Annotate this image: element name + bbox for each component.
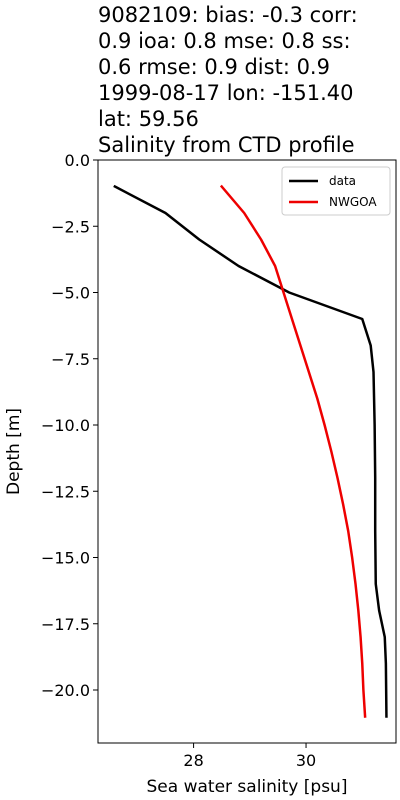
y-tick-label: −2.5 [51,217,90,236]
title-line: 0.9 ioa: 0.8 mse: 0.8 ss: [98,29,351,53]
y-tick-label: −20.0 [41,681,90,700]
y-axis-label: Depth [m] [4,408,24,495]
y-tick-label: −7.5 [51,350,90,369]
chart-title: 9082109: bias: -0.3 corr:0.9 ioa: 0.8 ms… [98,3,358,157]
legend-label-data: data [329,174,356,188]
x-axis: 28 30 [183,743,316,770]
y-tick-label: −5.0 [51,284,90,303]
x-tick-label: 28 [183,751,203,770]
x-tick-label: 30 [296,751,316,770]
legend-label-nwgoa: NWGOA [329,195,377,209]
title-line: 1999-08-17 lon: -151.40 [98,81,354,105]
series-line-data [113,184,388,718]
y-tick-label: −15.0 [41,549,90,568]
title-line: lat: 59.56 [98,107,199,131]
title-line: 9082109: bias: -0.3 corr: [98,3,358,27]
y-tick-label: −17.5 [41,615,90,634]
title-line: 0.6 rmse: 0.9 dist: 0.9 [98,55,330,79]
series-line-nwgoa [219,184,367,718]
plot-area [97,159,397,744]
title-line: Salinity from CTD profile [98,133,355,157]
y-tick-label: −10.0 [41,416,90,435]
x-axis-label: Sea water salinity [psu] [147,777,348,797]
legend: data NWGOA [281,166,391,216]
y-tick-label: 0.0 [65,151,90,170]
y-axis: 0.0 −2.5 −5.0 −7.5 −10.0 −12.5 −15.0 −17.5 −20.0 [41,151,98,700]
y-tick-label: −12.5 [41,482,90,501]
series-lines [113,184,388,718]
